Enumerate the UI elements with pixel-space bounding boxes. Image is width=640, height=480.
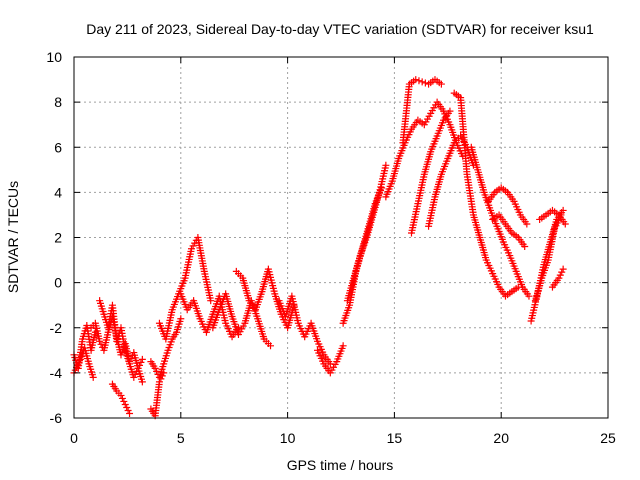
data-point-fill <box>558 268 566 276</box>
ticks: 0 5 10 15 20 25 -6 -4 -2 0 2 4 6 8 10 <box>46 49 616 446</box>
y-tick-label: 10 <box>46 49 62 65</box>
data-point <box>138 355 146 363</box>
data-point-fill <box>137 358 145 366</box>
series-t21 <box>484 184 531 228</box>
data-point <box>559 265 567 273</box>
data-point-fill <box>131 370 139 378</box>
y-tick-label: -6 <box>50 410 63 426</box>
series-t25 <box>536 206 569 228</box>
series-t16 <box>399 76 445 147</box>
series-t19 <box>450 89 522 300</box>
series-t20 <box>467 143 533 300</box>
data-points <box>70 76 569 420</box>
y-tick-label: 4 <box>54 184 62 200</box>
data-point <box>267 342 275 350</box>
series-t24 <box>531 211 565 305</box>
data-point <box>138 378 146 386</box>
data-point <box>437 80 445 88</box>
data-point <box>559 206 567 214</box>
data-point <box>117 391 125 399</box>
series-t12 <box>314 342 347 377</box>
data-point-fill <box>124 406 132 414</box>
data-point <box>523 220 531 228</box>
data-point <box>446 107 454 115</box>
data-point <box>561 220 569 228</box>
x-tick-label: 0 <box>70 430 78 446</box>
series-t1 <box>70 344 97 381</box>
x-tick-label: 10 <box>280 430 296 446</box>
data-point <box>418 78 426 86</box>
series-t26 <box>548 265 567 291</box>
series-t14 <box>343 161 390 305</box>
series-t22 <box>489 211 529 251</box>
series-t6 <box>147 369 168 420</box>
data-point <box>121 400 129 408</box>
data-point <box>130 373 138 381</box>
data-point <box>521 243 529 251</box>
data-point-fill <box>123 403 131 411</box>
data-point-fill <box>158 372 166 380</box>
data-point <box>151 364 159 372</box>
data-point <box>126 409 134 417</box>
y-tick-label: -2 <box>50 320 63 336</box>
data-point-fill <box>120 397 128 405</box>
series-t3 <box>96 297 146 386</box>
series-t15 <box>382 98 467 201</box>
data-point <box>177 315 185 323</box>
series-t5 <box>147 315 185 381</box>
series-t17 <box>407 107 454 237</box>
y-tick-label: -4 <box>50 365 63 381</box>
data-point-fill <box>415 77 423 85</box>
series-t9 <box>209 290 275 350</box>
series-t11 <box>275 292 334 368</box>
data-point-fill <box>97 340 105 348</box>
series-t4 <box>108 380 134 417</box>
chart-title: Day 211 of 2023, Sidereal Day-to-day VTE… <box>86 21 594 37</box>
y-tick-label: 6 <box>54 139 62 155</box>
series-t7 <box>155 234 215 343</box>
y-tick-label: 2 <box>54 230 62 246</box>
data-point-fill <box>556 271 564 279</box>
data-point <box>382 161 390 169</box>
data-point-fill <box>118 394 126 402</box>
x-tick-label: 25 <box>600 430 616 446</box>
data-point <box>525 292 533 300</box>
data-point <box>160 369 168 377</box>
data-point <box>89 373 97 381</box>
x-tick-label: 20 <box>493 430 509 446</box>
data-point-fill <box>153 367 161 375</box>
data-point <box>155 378 163 386</box>
data-point-fill <box>157 375 165 383</box>
x-axis-label: GPS time / hours <box>287 457 394 473</box>
data-point <box>339 342 347 350</box>
x-tick-label: 15 <box>387 430 403 446</box>
data-point <box>96 337 104 345</box>
data-point <box>412 76 420 84</box>
y-axis-label: SDTVAR / TECUs <box>5 181 21 293</box>
x-tick-label: 5 <box>177 430 185 446</box>
y-tick-label: 8 <box>54 94 62 110</box>
y-tick-label: 0 <box>54 275 62 291</box>
data-point <box>207 297 215 305</box>
data-point <box>555 274 563 282</box>
